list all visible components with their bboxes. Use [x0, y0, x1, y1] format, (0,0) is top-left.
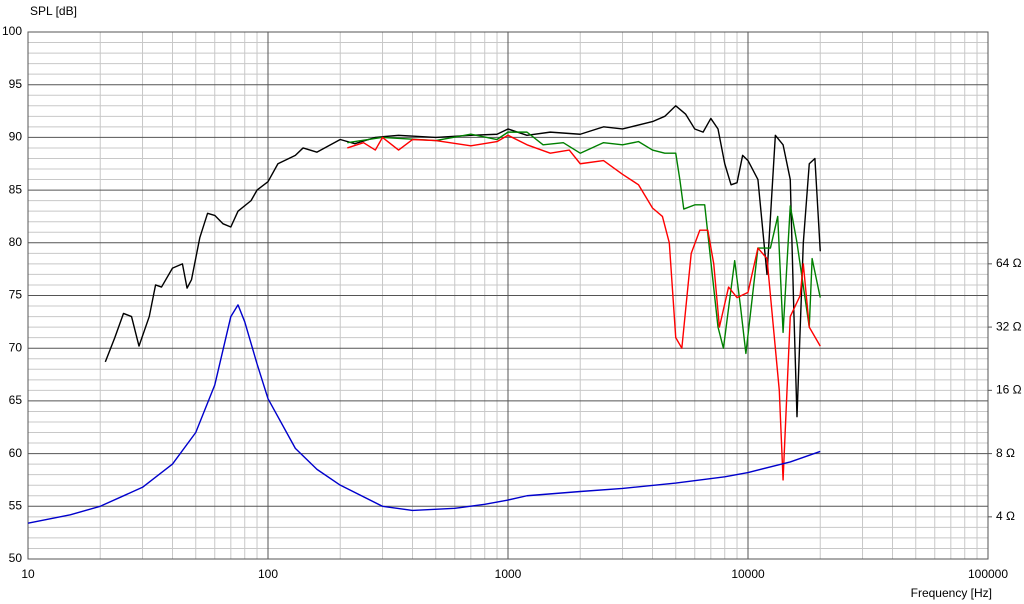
plot-frame — [27, 31, 989, 560]
y-tick-label: 90 — [9, 130, 23, 144]
y-tick-label: 85 — [9, 182, 23, 196]
y2-tick-label: 64 Ω — [996, 256, 1022, 270]
y2-tick-label: 4 Ω — [996, 509, 1015, 523]
series-line — [104, 105, 821, 418]
y-tick-label: 55 — [9, 498, 23, 512]
series-line — [347, 134, 821, 481]
y-axis-label: SPL [dB] — [30, 4, 77, 18]
x-tick-label: 100 — [258, 567, 278, 581]
x-tick-label: 10000 — [731, 567, 765, 581]
y-tick-label: 70 — [9, 340, 23, 354]
y-tick-label: 75 — [9, 288, 23, 302]
x-tick-label: 10 — [21, 567, 35, 581]
y-tick-label: 80 — [9, 235, 23, 249]
x-axis-label: Frequency [Hz] — [911, 586, 992, 600]
y-tick-label: 50 — [9, 551, 23, 565]
y-tick-label: 100 — [2, 24, 22, 38]
series-line — [347, 131, 821, 355]
y2-tick-label: 16 Ω — [996, 383, 1022, 397]
series-line — [27, 304, 821, 524]
y-tick-label: 95 — [9, 77, 23, 91]
x-tick-label: 100000 — [968, 567, 1008, 581]
y-tick-label: 60 — [9, 446, 23, 460]
y2-tick-label: 8 Ω — [996, 446, 1015, 460]
y-tick-label: 65 — [9, 393, 23, 407]
x-tick-label: 1000 — [495, 567, 522, 581]
y2-tick-label: 32 Ω — [996, 319, 1022, 333]
